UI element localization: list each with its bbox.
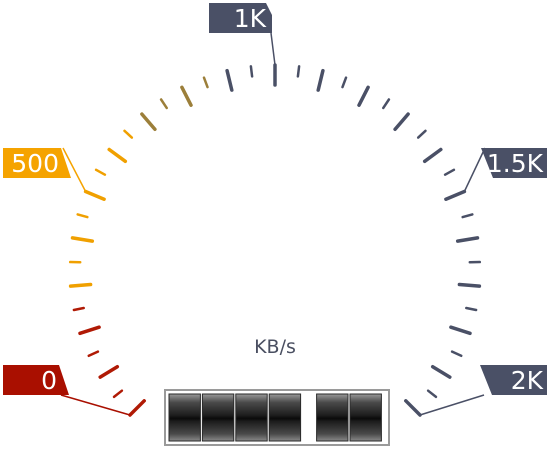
minor-tick (296, 65, 301, 78)
major-tick (70, 236, 95, 243)
minor-tick (450, 350, 463, 358)
label-tag (480, 365, 547, 395)
minor-tick (249, 65, 254, 78)
label-connector (463, 147, 486, 192)
gauge-labels: 0 500 1K 1.5K 2K (3, 3, 547, 416)
major-tick (225, 68, 234, 92)
odometer-digit (268, 393, 302, 442)
minor-tick (465, 306, 478, 312)
major-tick (83, 189, 106, 201)
label-tag (481, 148, 547, 178)
odometer-digit (201, 393, 235, 442)
minor-tick (87, 350, 100, 358)
label-text: 0 (41, 366, 57, 395)
label-text: 2K (511, 366, 544, 395)
odometer-digit (349, 393, 382, 442)
label-text: 1K (234, 4, 267, 33)
major-tick (357, 85, 370, 107)
major-tick (393, 112, 410, 132)
major-tick (68, 282, 93, 288)
gauge-label-0: 0 (3, 365, 131, 416)
major-tick (316, 68, 325, 92)
gauge-ticks (68, 63, 482, 417)
minor-tick (76, 213, 89, 219)
minor-tick (94, 168, 107, 176)
label-connector (270, 32, 276, 66)
minor-tick (123, 129, 134, 139)
odometer-separator (302, 394, 317, 441)
major-tick (449, 325, 472, 336)
major-tick (455, 236, 480, 243)
minor-tick (202, 76, 209, 89)
minor-tick (112, 389, 124, 399)
label-text: 1.5K (487, 149, 544, 178)
minor-tick (426, 389, 438, 399)
minor-tick (382, 98, 391, 110)
minor-tick (416, 129, 427, 139)
major-tick (457, 282, 482, 288)
gauge-label-2000: 2K (419, 365, 547, 416)
minor-tick (159, 98, 168, 110)
major-tick (404, 399, 422, 417)
label-connector (62, 147, 87, 192)
major-tick (430, 364, 452, 379)
odometer-digit (316, 393, 349, 442)
label-tag (3, 148, 71, 178)
minor-tick (461, 213, 474, 219)
gauge-label-1500: 1.5K (463, 147, 547, 192)
label-connector (419, 394, 485, 416)
label-text: 500 (11, 149, 59, 178)
major-tick (422, 147, 443, 164)
gauge-label-500: 500 (3, 147, 87, 192)
minor-tick (341, 76, 348, 89)
major-tick (128, 399, 146, 417)
label-connector (60, 394, 131, 416)
major-tick (180, 85, 193, 107)
odometer-digit (168, 393, 201, 442)
major-tick (78, 325, 101, 336)
unit-label: KB/s (254, 336, 296, 358)
major-tick (107, 147, 128, 164)
label-tag (3, 365, 69, 395)
major-tick (444, 189, 467, 201)
major-tick (98, 364, 120, 379)
minor-tick (443, 168, 456, 176)
gauge-label-1000: 1K (209, 3, 276, 66)
label-tag (209, 3, 272, 33)
odometer-display (164, 389, 390, 446)
minor-tick (72, 306, 85, 312)
odometer-digit (235, 393, 268, 442)
major-tick (140, 112, 157, 132)
